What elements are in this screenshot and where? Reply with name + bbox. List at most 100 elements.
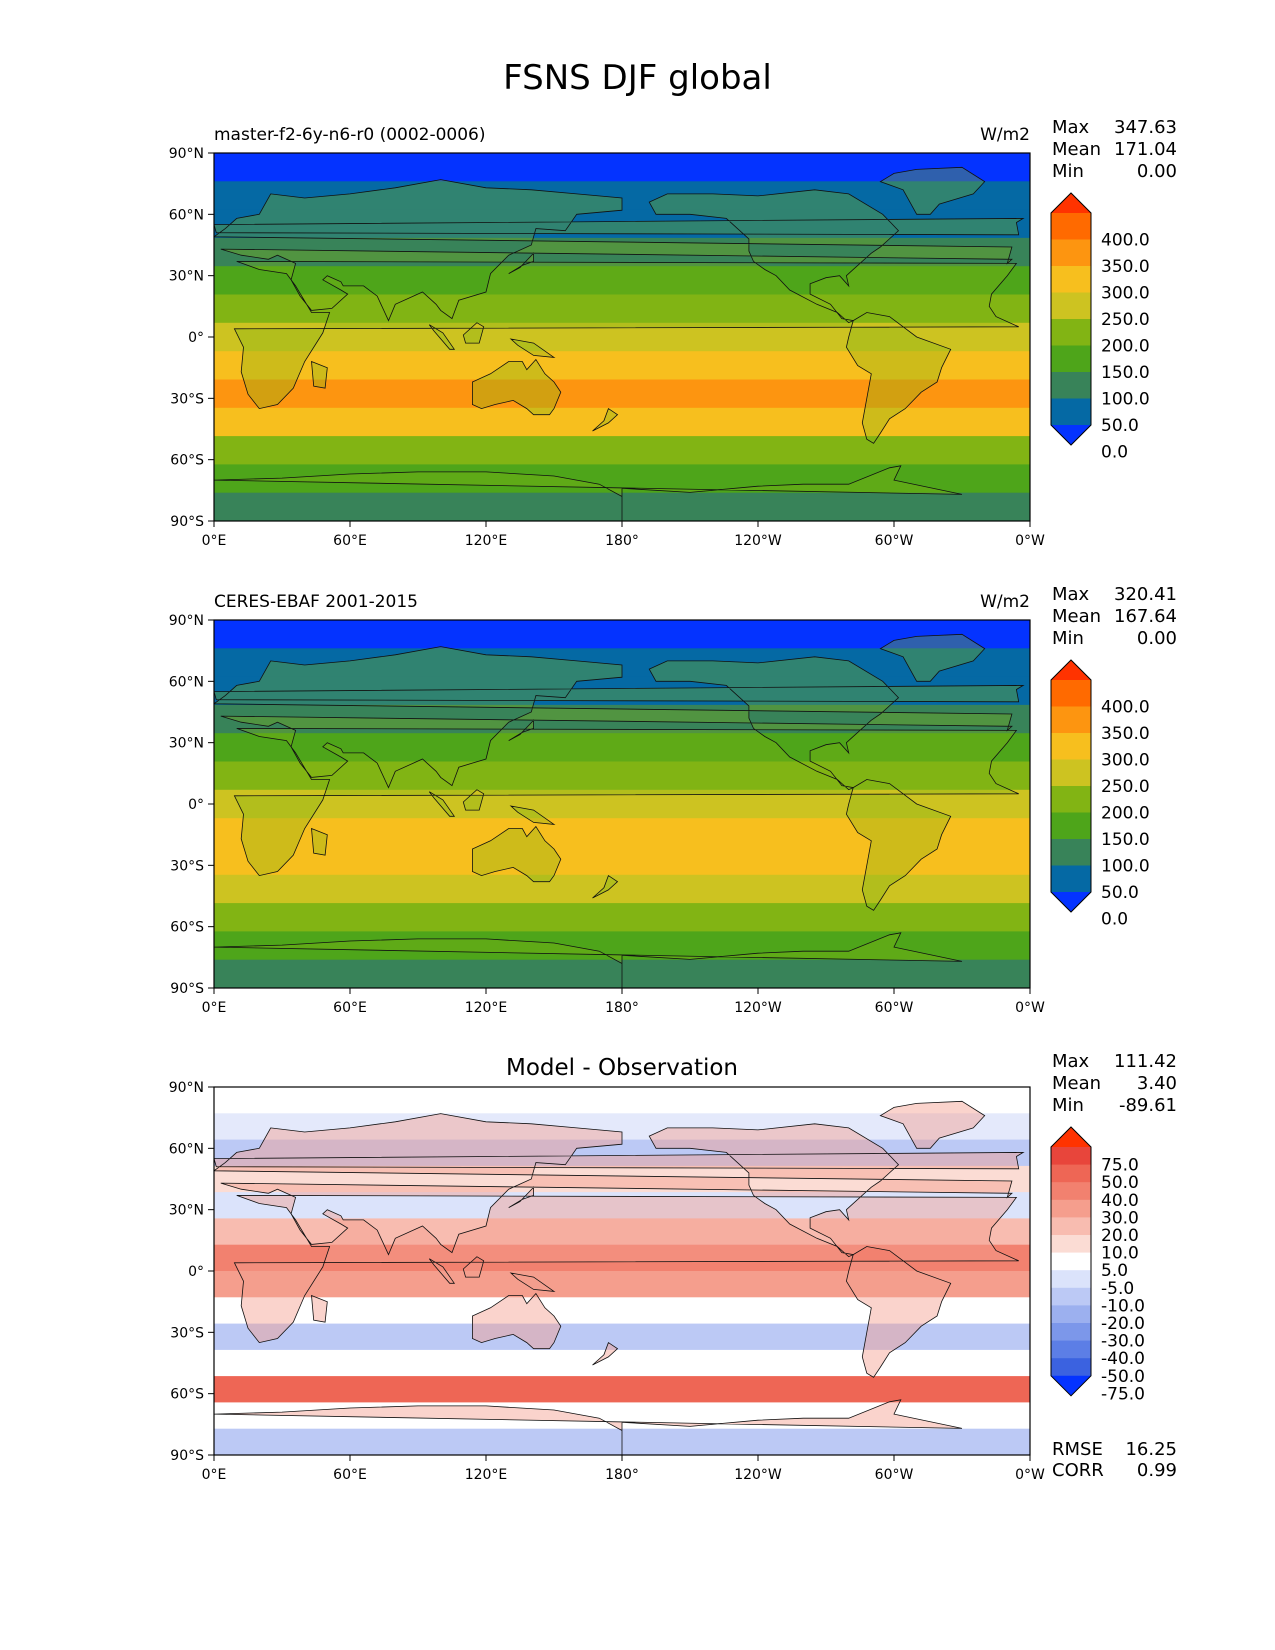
colorbar-extend-min <box>1051 1375 1091 1396</box>
field-band <box>214 1218 1030 1246</box>
panel-units: W/m2 <box>980 592 1030 612</box>
colorbar-extend-max <box>1051 1127 1091 1147</box>
field-band <box>214 761 1030 791</box>
field-band <box>214 266 1030 296</box>
stat-value: 0.99 <box>1137 1460 1177 1481</box>
colorbar-diff: 75.050.040.030.020.010.05.0-5.0-10.0-20.… <box>1050 1126 1145 1404</box>
field-band <box>214 407 1030 438</box>
lon-tick-label: 120°W <box>734 1000 782 1016</box>
field-band <box>214 818 1030 848</box>
lon-tick-label: 60°E <box>333 1000 367 1016</box>
lon-tick-label: 0°W <box>1015 1000 1045 1016</box>
colorbar-segment <box>1051 680 1091 707</box>
colorbar-label: 30.0 <box>1101 1208 1139 1228</box>
lon-tick-label: 60°E <box>333 1467 367 1483</box>
colorbar-label: 250.0 <box>1101 777 1150 797</box>
colorbar-extend-max <box>1051 660 1091 680</box>
colorbar-segment <box>1051 1323 1091 1342</box>
panel-center-title: Model - Observation <box>506 1055 738 1081</box>
colorbar-label: 0.0 <box>1101 910 1128 930</box>
stat-value: 111.42 <box>1114 1051 1177 1072</box>
colorbar-extend-min <box>1051 425 1091 445</box>
colorbar-label: 150.0 <box>1101 363 1150 383</box>
lat-tick-label: 30°S <box>170 391 204 407</box>
field-obs <box>214 620 1030 988</box>
lat-tick-label: 90°S <box>170 514 204 530</box>
colorbar-label: 350.0 <box>1101 724 1150 744</box>
colorbar-label: -40.0 <box>1101 1349 1145 1369</box>
colorbar-label: 100.0 <box>1101 390 1150 410</box>
colorbar-segment <box>1051 839 1091 866</box>
colorbar-label: 50.0 <box>1101 1173 1139 1193</box>
colorbar-segment <box>1051 759 1091 787</box>
colorbar-segment <box>1051 345 1091 373</box>
colorbar-label: 400.0 <box>1101 231 1150 251</box>
lon-tick-label: 60°W <box>875 1000 914 1016</box>
stat-value: 320.41 <box>1114 584 1177 605</box>
colorbar-segment <box>1051 398 1091 426</box>
colorbar-label: 40.0 <box>1101 1191 1139 1211</box>
stat-label: Mean <box>1052 139 1101 160</box>
colorbar-label: 400.0 <box>1101 698 1150 718</box>
lat-tick-label: 0° <box>188 1264 204 1280</box>
colorbar-label: 300.0 <box>1101 284 1150 304</box>
lon-tick-label: 60°E <box>333 533 367 549</box>
stat-value: 3.40 <box>1137 1073 1177 1094</box>
lat-tick-label: 30°S <box>170 858 204 874</box>
colorbar-label: -30.0 <box>1101 1332 1145 1352</box>
lon-tick-label: 0°E <box>202 1000 227 1016</box>
panel-units: W/m2 <box>980 125 1030 145</box>
field-band <box>214 1297 1030 1325</box>
field-band <box>214 153 1030 183</box>
colorbar-label: 200.0 <box>1101 804 1150 824</box>
stat-value: 0.00 <box>1137 161 1177 182</box>
colorbar-segment <box>1051 1358 1091 1377</box>
stat-label: Max <box>1052 117 1090 138</box>
stat-label: Min <box>1052 1095 1084 1116</box>
colorbar-segment <box>1051 372 1091 399</box>
colorbar-label: -5.0 <box>1101 1279 1134 1299</box>
colorbar-segment <box>1051 292 1091 320</box>
colorbar-segment <box>1051 239 1091 267</box>
lat-tick-label: 60°N <box>169 674 204 690</box>
map-panel-diff: 90°N 60°N 30°N 0° 30°S 60°S 90°S 0°E 60°E 120°E 18… <box>169 1051 1177 1483</box>
colorbar-segment <box>1051 266 1091 293</box>
lat-tick-label: 30°S <box>170 1325 204 1341</box>
colorbar-segment <box>1051 1217 1091 1236</box>
stat-value: 347.63 <box>1114 117 1177 138</box>
field-band <box>214 620 1030 650</box>
lat-tick-label: 0° <box>188 797 204 813</box>
lat-tick-label: 0° <box>188 330 204 346</box>
stat-value: 171.04 <box>1114 139 1177 160</box>
stat-value: 167.64 <box>1114 606 1177 627</box>
stat-value: 16.25 <box>1125 1439 1177 1460</box>
colorbar-segment <box>1051 213 1091 240</box>
colorbar-label: 10.0 <box>1101 1244 1139 1264</box>
lon-tick-label: 120°W <box>734 533 782 549</box>
colorbar-label: -50.0 <box>1101 1367 1145 1387</box>
stat-label: Mean <box>1052 1073 1101 1094</box>
lon-tick-label: 180° <box>605 1467 639 1483</box>
lat-tick-label: 90°N <box>169 146 204 162</box>
field-band <box>214 1323 1030 1351</box>
lon-tick-label: 180° <box>605 1000 639 1016</box>
field-band <box>214 436 1030 466</box>
lon-tick-label: 0°W <box>1015 533 1045 549</box>
colorbar-segment <box>1051 1199 1091 1218</box>
lon-tick-label: 0°E <box>202 1467 227 1483</box>
field-band <box>214 846 1030 876</box>
panel-left-title: master-f2-6y-n6-r0 (0002-0006) <box>214 125 486 145</box>
field-band <box>214 1376 1030 1404</box>
coastlines <box>214 166 1025 521</box>
colorbar-segment <box>1051 1164 1091 1183</box>
stat-label: RMSE <box>1052 1439 1103 1460</box>
field-band <box>214 1087 1030 1115</box>
colorbar-segment <box>1051 1340 1091 1359</box>
colorbar-label: 350.0 <box>1101 257 1150 277</box>
field-band <box>214 903 1030 933</box>
colorbar-segment <box>1051 865 1091 893</box>
colorbar-label: -75.0 <box>1101 1384 1145 1404</box>
colorbar-label: 5.0 <box>1101 1261 1128 1281</box>
lon-tick-label: 180° <box>605 533 639 549</box>
